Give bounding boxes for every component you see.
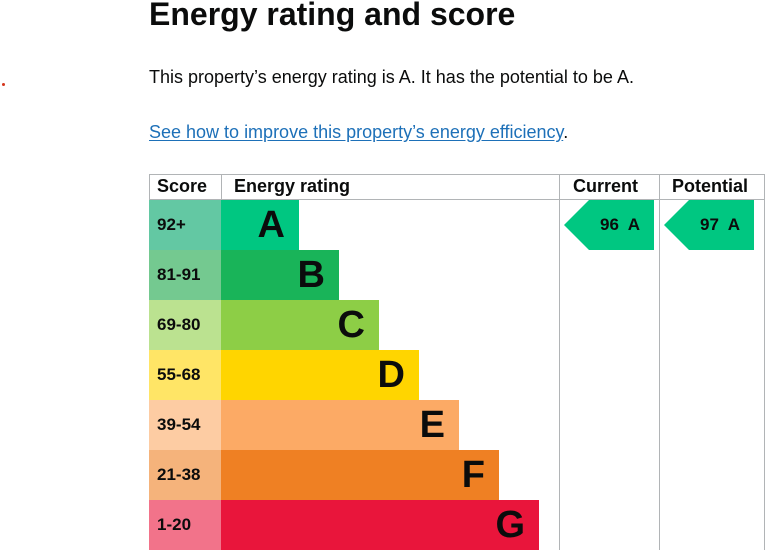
current-column-divider <box>659 174 660 550</box>
rating-bar-c: C <box>221 300 379 350</box>
score-range-c: 69-80 <box>149 300 221 350</box>
current-rating-label: 96 A <box>599 215 640 234</box>
rating-letter-f: F <box>461 454 485 496</box>
score-range-e: 39-54 <box>149 400 221 450</box>
score-range-a: 92+ <box>149 200 221 250</box>
rating-letter-e: E <box>419 404 445 446</box>
improve-efficiency-link[interactable]: See how to improve this property’s energ… <box>149 122 564 142</box>
score-column-divider <box>221 174 222 200</box>
score-range-g: 1-20 <box>149 500 221 550</box>
rating-summary: This property’s energy rating is A. It h… <box>149 67 634 87</box>
current-rating-arrow: 96 A <box>564 200 654 250</box>
rating-bar-b: B <box>221 250 339 300</box>
potential-column-header: Potential <box>672 176 749 196</box>
rating-letter-d: D <box>377 354 405 396</box>
rating-bar-e: E <box>221 400 459 450</box>
score-range-b: 81-91 <box>149 250 221 300</box>
score-range-f: 21-38 <box>149 450 221 500</box>
rating-bar-a: A <box>221 200 299 250</box>
improve-link-paragraph: See how to improve this property’s energ… <box>149 121 568 143</box>
rating-letter-a: A <box>257 204 285 246</box>
potential-rating-label: 97 A <box>699 215 740 234</box>
rating-letter-c: C <box>337 304 365 346</box>
chart-right-border <box>764 174 765 550</box>
energy-rating-chart: Score Energy rating Current Potential 92… <box>149 174 765 550</box>
potential-rating-arrow: 97 A <box>664 200 754 250</box>
score-range-d: 55-68 <box>149 350 221 400</box>
header-bottom-border <box>149 199 765 200</box>
link-suffix: . <box>563 122 569 142</box>
score-column-header: Score <box>157 176 208 196</box>
chart-top-border <box>149 174 765 175</box>
rating-bar-g: G <box>221 500 539 550</box>
rating-bar-f: F <box>221 450 499 500</box>
rating-letter-b: B <box>297 254 325 296</box>
decorative-dot <box>2 83 5 86</box>
page-title: Energy rating and score <box>149 0 516 32</box>
rating-letter-g: G <box>495 504 525 546</box>
rating-bar-d: D <box>221 350 419 400</box>
energy-rating-column-header: Energy rating <box>234 176 351 196</box>
rating-column-divider <box>559 174 560 550</box>
current-column-header: Current <box>573 176 639 196</box>
